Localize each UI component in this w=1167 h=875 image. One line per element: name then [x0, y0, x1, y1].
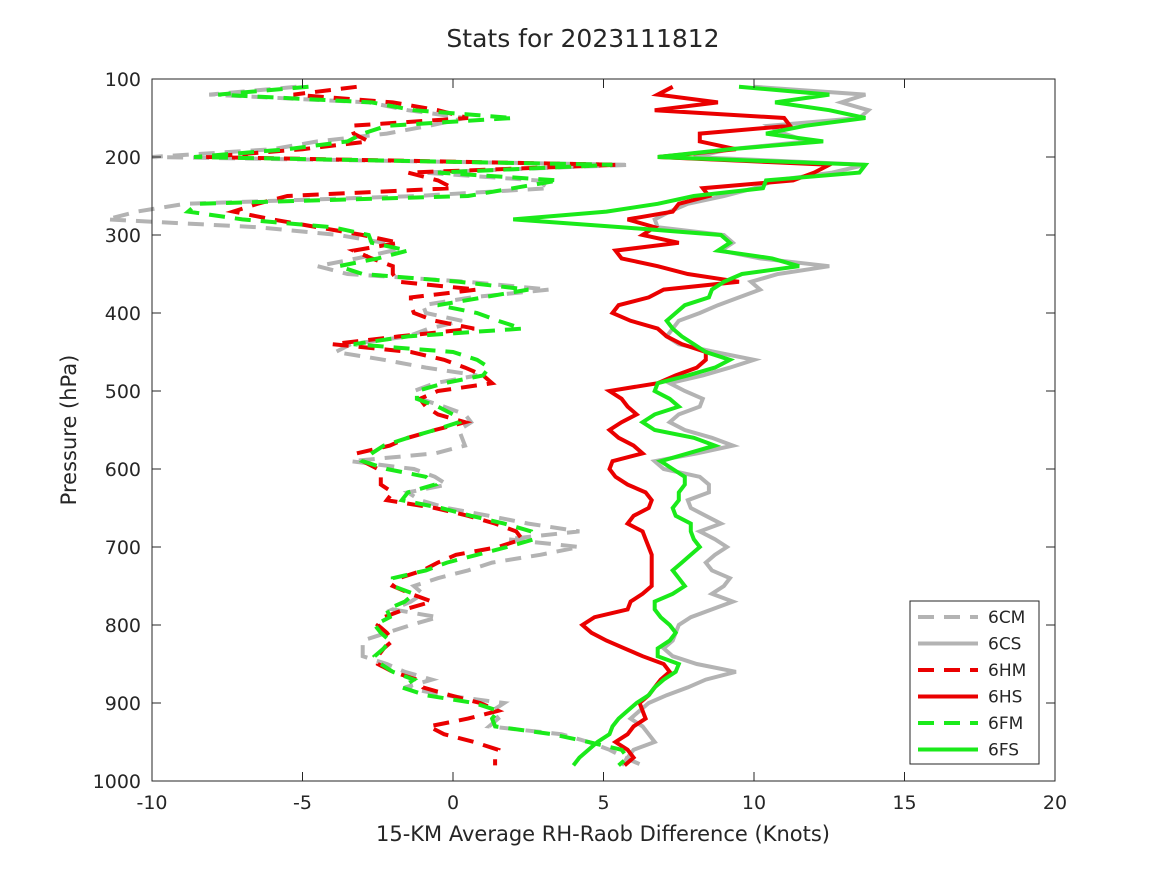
- x-tick-label: -5: [293, 792, 312, 814]
- legend-label-6hs: 6HS: [988, 688, 1022, 708]
- series-layer: [106, 84, 873, 768]
- legend-label-6hm: 6HM: [988, 661, 1026, 681]
- plot-area: [152, 79, 1055, 781]
- y-ticks: 100 200 300 400 500 600 700 800 900 1000: [93, 69, 1055, 793]
- series-line-6cm: [106, 84, 644, 768]
- y-tick-label: 300: [105, 225, 141, 247]
- legend: 6CM 6CS 6HM 6HS 6FM 6FS: [909, 600, 1040, 765]
- series-line-6fs: [513, 84, 870, 767]
- x-ticks: -10 -5 0 5 10 15 20: [136, 79, 1067, 814]
- y-tick-label: 700: [105, 537, 141, 559]
- x-tick-label: -10: [136, 792, 167, 814]
- y-tick-label: 800: [105, 615, 141, 637]
- legend-label-6cs: 6CS: [988, 635, 1021, 655]
- legend-label-6fm: 6FM: [988, 714, 1023, 734]
- x-tick-label: 20: [1043, 792, 1067, 814]
- y-tick-label: 100: [105, 69, 141, 91]
- x-tick-label: 10: [742, 792, 766, 814]
- x-axis-label: 15-KM Average RH-Raob Difference (Knots): [376, 822, 830, 846]
- x-tick-label: 0: [447, 792, 459, 814]
- legend-label-6cm: 6CM: [988, 608, 1025, 628]
- y-axis-label: Pressure (hPa): [57, 355, 81, 506]
- series-line-6fm: [183, 84, 631, 767]
- legend-items: 6CM 6CS 6HM 6HS 6FM 6FS: [918, 608, 1026, 761]
- y-tick-label: 400: [105, 303, 141, 325]
- legend-label-6fs: 6FS: [988, 741, 1019, 761]
- y-tick-label: 500: [105, 381, 141, 403]
- y-tick-label: 200: [105, 147, 141, 169]
- y-tick-label: 900: [105, 693, 141, 715]
- series-line-6hs: [579, 85, 837, 767]
- y-tick-label: 600: [105, 459, 141, 481]
- x-tick-label: 5: [597, 792, 609, 814]
- legend-box: [909, 600, 1040, 765]
- chart-title: Stats for 2023111812: [446, 24, 719, 53]
- y-tick-label: 1000: [93, 771, 141, 793]
- x-tick-label: 15: [892, 792, 916, 814]
- series-line-6cs: [620, 84, 873, 767]
